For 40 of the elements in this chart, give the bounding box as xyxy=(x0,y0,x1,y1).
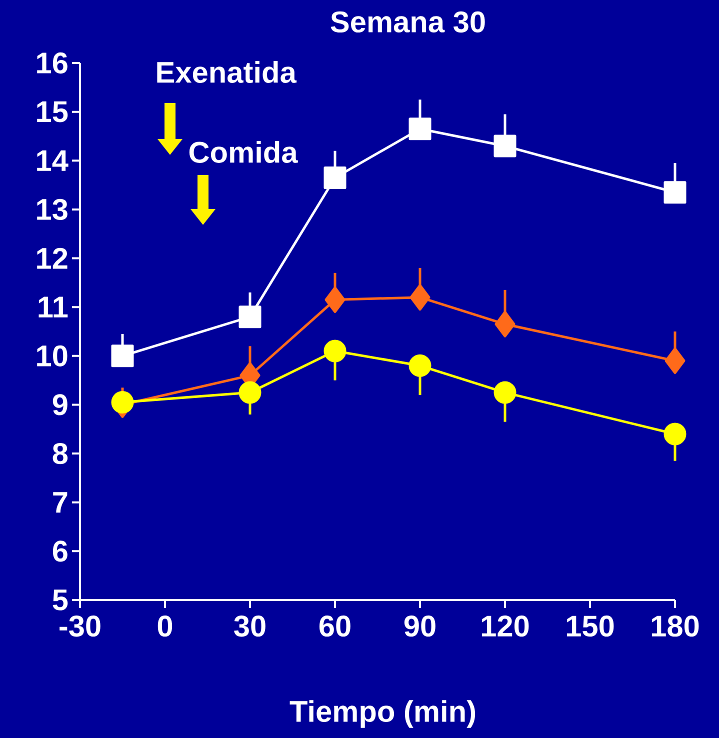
point xyxy=(408,118,432,140)
y-tick-label: 8 xyxy=(52,442,68,464)
x-tick-label: 90 xyxy=(404,616,436,637)
point xyxy=(494,134,516,158)
x-tick-label: 150 xyxy=(566,616,614,637)
y-tick-label: 16 xyxy=(37,52,68,74)
y-tick-label: 10 xyxy=(37,345,68,366)
point xyxy=(238,306,262,328)
point xyxy=(408,354,432,377)
point xyxy=(111,344,134,368)
y-tick-label: 15 xyxy=(37,101,68,122)
y-tick-label: 11 xyxy=(38,296,68,318)
x-axis-title: Tiempo (min) xyxy=(290,700,476,728)
x-tick-label: -30 xyxy=(60,616,100,637)
point xyxy=(324,340,346,362)
y-tick-label: 14 xyxy=(37,150,68,171)
chart-title: Semana 30 xyxy=(330,11,485,33)
point xyxy=(664,181,686,204)
x-tick-label: 120 xyxy=(482,616,529,637)
y-tick-label: 5 xyxy=(52,590,68,610)
y-tick-label: 6 xyxy=(52,540,68,562)
point xyxy=(494,381,516,404)
y-tick-label: 9 xyxy=(52,394,68,416)
point xyxy=(111,391,134,414)
point xyxy=(410,284,430,311)
point xyxy=(324,166,346,189)
point xyxy=(238,381,262,404)
y-tick-label: 13 xyxy=(37,198,68,220)
x-tick-label: 30 xyxy=(234,616,266,637)
x-tick-label: 60 xyxy=(319,616,350,637)
point xyxy=(664,422,686,446)
point xyxy=(324,286,346,314)
y-tick-label: 7 xyxy=(53,492,68,513)
y-tick-label: 12 xyxy=(37,248,68,269)
x-tick-label: 0 xyxy=(158,616,172,637)
x-tick-label: 180 xyxy=(652,616,699,637)
point xyxy=(494,310,516,338)
annotation: Exenatida xyxy=(157,61,297,83)
point xyxy=(664,348,686,374)
annotation: Comida xyxy=(189,141,298,163)
